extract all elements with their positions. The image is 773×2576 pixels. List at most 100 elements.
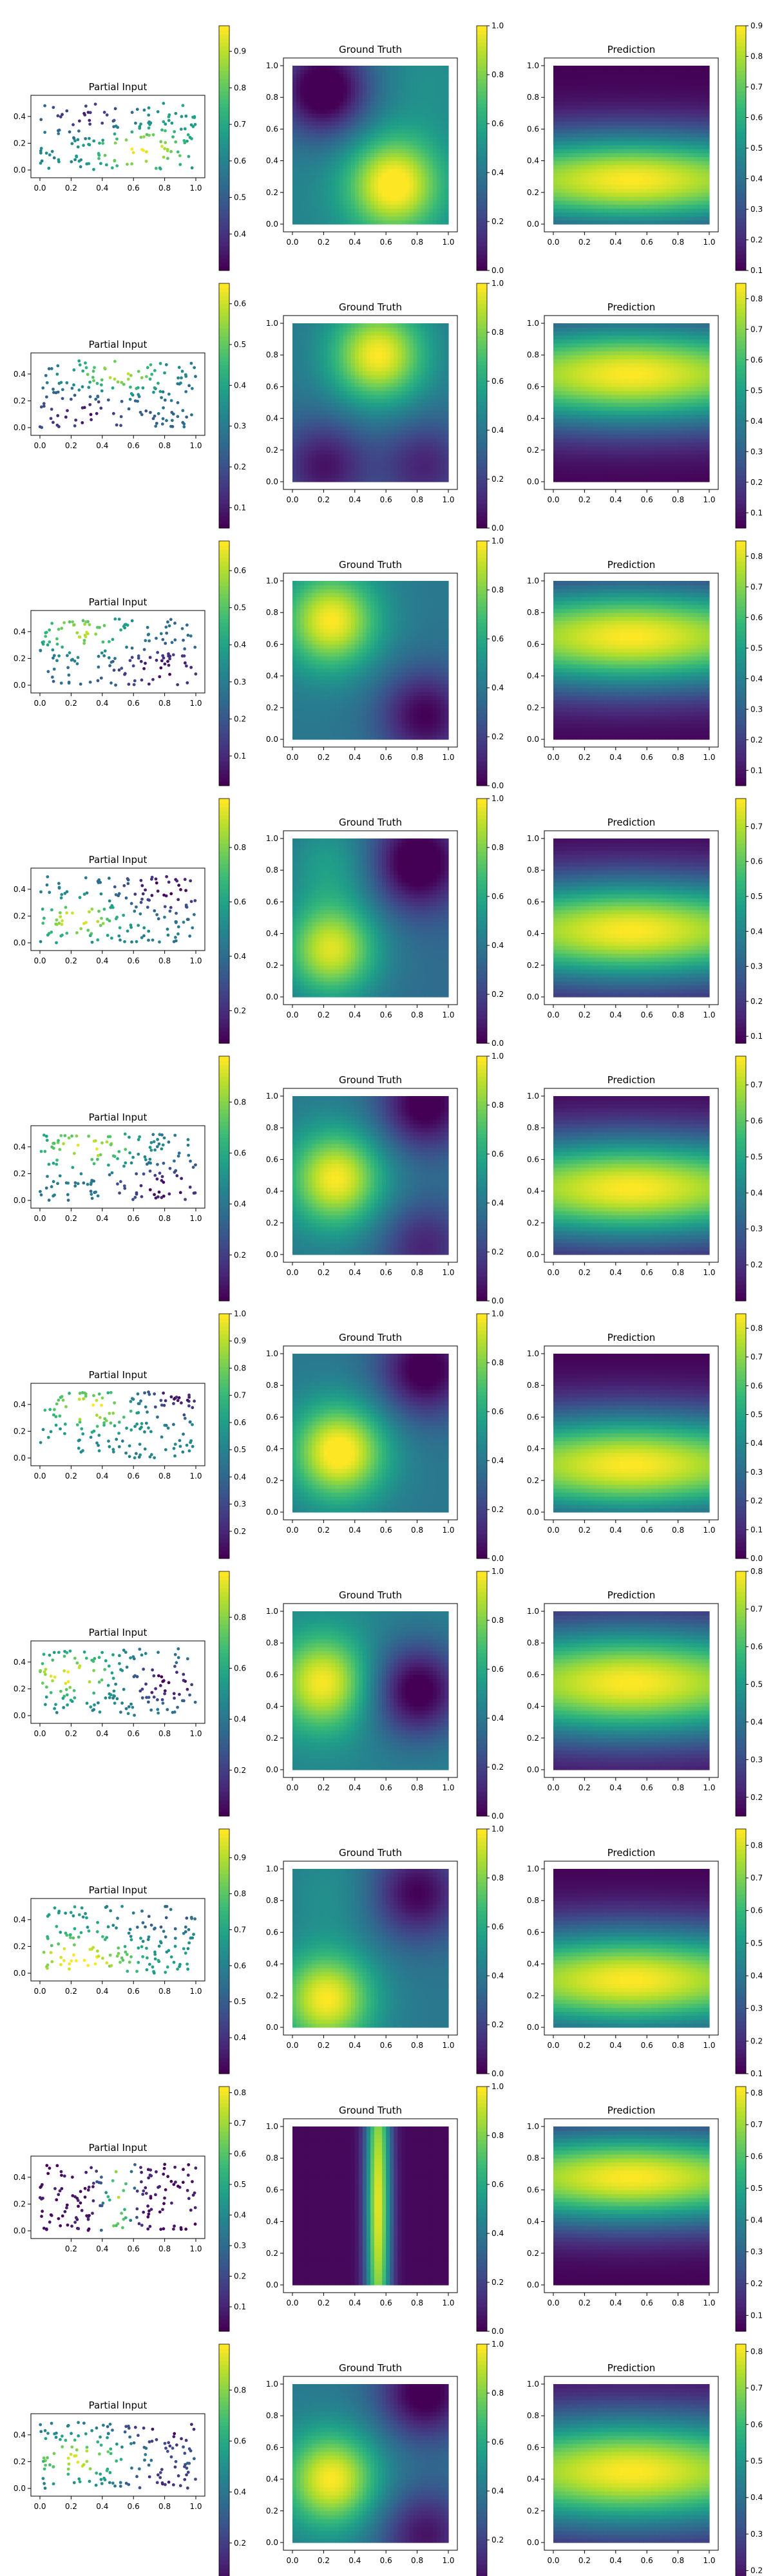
heatmap-cell	[292, 374, 297, 379]
heatmap-cell	[397, 105, 402, 110]
heatmap-cell	[682, 173, 687, 177]
heatmap-cell	[343, 346, 348, 352]
heatmap-cell	[615, 129, 620, 134]
heatmap-cell	[397, 121, 402, 126]
heatmap-cell	[320, 93, 324, 98]
heatmap-cell	[647, 192, 651, 197]
heatmap-cell	[619, 101, 624, 106]
scatter-point	[75, 155, 79, 158]
heatmap-cell	[331, 418, 336, 423]
heatmap-cell	[440, 85, 445, 90]
heatmap-cell	[316, 109, 320, 114]
heatmap-cell	[347, 176, 352, 181]
heatmap-cell	[354, 188, 359, 193]
heatmap-cell	[623, 85, 628, 90]
heatmap-cell	[350, 137, 356, 142]
heatmap-cell	[557, 216, 562, 221]
heatmap-cell	[627, 188, 632, 193]
heatmap-cell	[693, 70, 698, 74]
heatmap-cell	[682, 77, 687, 82]
heatmap-cell	[343, 446, 348, 451]
heatmap-cell	[553, 140, 558, 146]
colorbar-step	[736, 87, 746, 91]
heatmap-cell	[596, 113, 601, 118]
heatmap-cell	[390, 149, 394, 153]
heatmap-cell	[390, 446, 394, 451]
heatmap-cell	[370, 383, 375, 387]
heatmap-cell	[350, 390, 356, 395]
heatmap-cell	[674, 184, 679, 189]
heatmap-cell	[343, 374, 348, 379]
heatmap-cell	[370, 414, 375, 419]
heatmap-cell	[366, 121, 371, 126]
heatmap-cell	[647, 168, 651, 173]
heatmap-cell	[444, 216, 449, 221]
heatmap-cell	[327, 438, 332, 443]
heatmap-cell	[409, 73, 414, 79]
heatmap-cell	[654, 81, 659, 86]
heatmap-cell	[366, 386, 371, 392]
heatmap-cell	[584, 113, 589, 118]
heatmap-cell	[397, 180, 402, 185]
heatmap-cell	[619, 200, 624, 205]
heatmap-cell	[300, 363, 305, 368]
heatmap-cell	[607, 101, 613, 106]
heatmap-cell	[390, 216, 394, 221]
heatmap-cell	[370, 188, 375, 193]
heatmap-cell	[580, 208, 585, 213]
heatmap-cell	[335, 160, 340, 166]
heatmap-cell	[565, 196, 569, 201]
heatmap-cell	[428, 77, 434, 82]
heatmap-cell	[382, 469, 386, 475]
heatmap-cell	[296, 469, 301, 475]
heatmap-cell	[409, 200, 414, 205]
heatmap-cell	[390, 438, 394, 443]
heatmap-cell	[577, 121, 581, 126]
heatmap-cell	[366, 145, 371, 149]
heatmap-cell	[631, 200, 636, 205]
heatmap-cell	[374, 216, 379, 221]
scatter-point	[113, 158, 117, 162]
heatmap-cell	[592, 216, 597, 221]
heatmap-cell	[654, 97, 659, 102]
heatmap-cell	[604, 168, 609, 173]
heatmap-cell	[358, 137, 363, 142]
heatmap-cell	[343, 121, 348, 126]
heatmap-cell	[697, 125, 702, 129]
heatmap-cell	[631, 173, 636, 177]
heatmap-cell	[588, 137, 593, 142]
heatmap-cell	[382, 105, 386, 110]
heatmap-cell	[323, 343, 329, 348]
colorbar-step	[736, 46, 746, 51]
scatter-point	[115, 423, 119, 427]
heatmap-cell	[358, 346, 363, 352]
heatmap-cell	[296, 204, 301, 209]
heatmap-cell	[378, 140, 383, 146]
heatmap-cell	[643, 173, 647, 177]
heatmap-cell	[405, 133, 410, 138]
heatmap-cell	[343, 406, 348, 411]
heatmap-cell	[611, 89, 616, 94]
heatmap-cell	[316, 346, 320, 352]
colorbar-step	[477, 131, 487, 137]
heatmap-cell	[374, 164, 379, 169]
heatmap-cell	[339, 473, 344, 478]
heatmap-cell	[320, 117, 324, 122]
heatmap-cell	[421, 89, 426, 94]
scatter-point	[88, 111, 92, 115]
heatmap-cell	[323, 81, 329, 86]
heatmap-cell	[300, 168, 305, 173]
scatter-point	[59, 381, 63, 384]
heatmap-cell	[362, 383, 367, 387]
heatmap-cell	[674, 208, 679, 213]
heatmap-cell	[440, 176, 445, 181]
colorbar-step	[477, 209, 487, 214]
heatmap-cell	[370, 402, 375, 407]
heatmap-cell	[635, 212, 640, 217]
colorbar-step	[736, 213, 746, 218]
scatter-point	[61, 388, 64, 392]
scatter-point	[72, 123, 75, 127]
heatmap-cell	[331, 430, 336, 435]
heatmap-cell	[697, 121, 702, 126]
heatmap-cell	[596, 137, 601, 142]
